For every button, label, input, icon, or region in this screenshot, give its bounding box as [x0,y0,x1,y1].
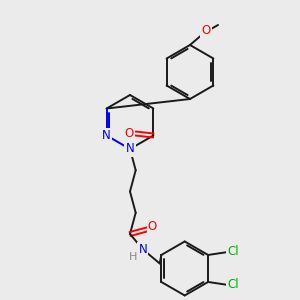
Text: O: O [201,25,211,38]
Text: N: N [139,243,147,256]
Text: H: H [129,252,137,262]
Text: Cl: Cl [227,278,239,292]
Text: N: N [102,129,111,142]
Text: Cl: Cl [227,245,239,259]
Text: O: O [125,127,134,140]
Text: O: O [148,220,157,233]
Text: N: N [126,142,134,155]
